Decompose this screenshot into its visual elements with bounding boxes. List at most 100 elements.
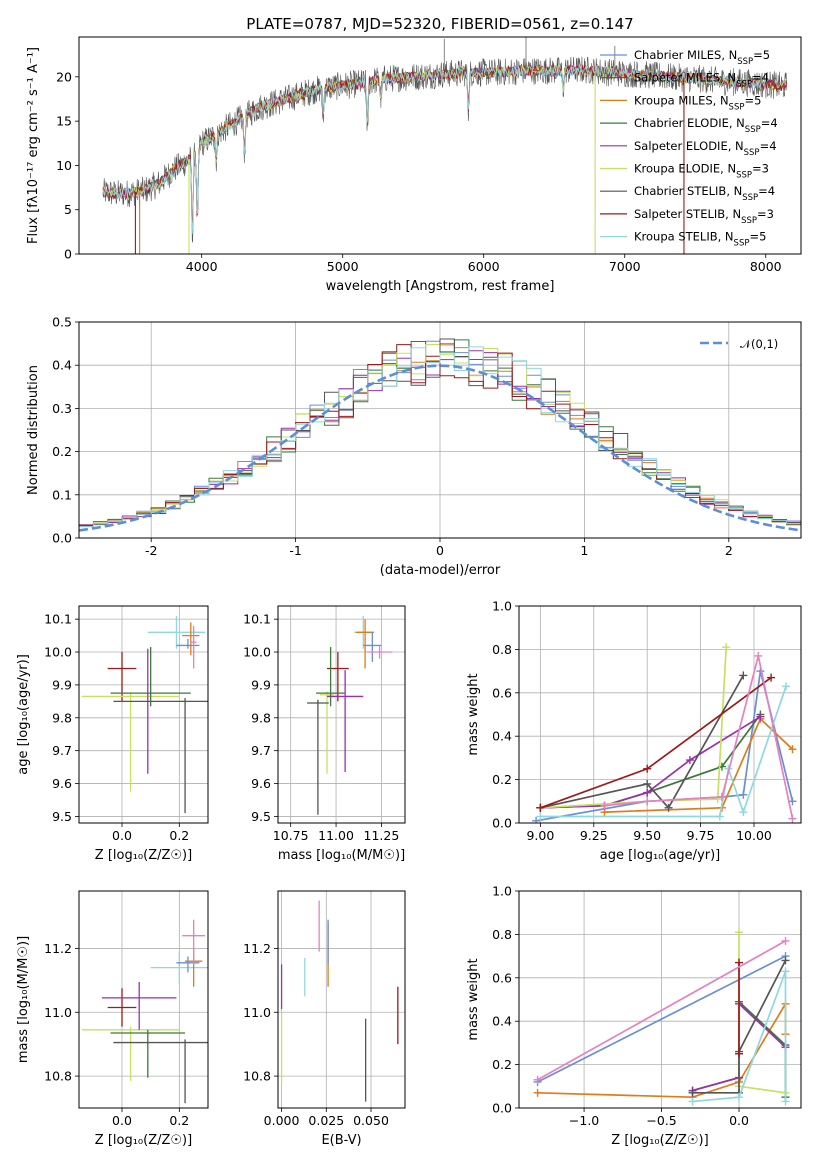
y-tick-label: 15 [56, 114, 72, 129]
x-tick-label: 0.0 [112, 1113, 132, 1128]
x-tick-label: 9.75 [687, 828, 715, 843]
weight-series [540, 647, 728, 809]
residuals-panel: -2 -1 0 1 2 0.0 0.1 0.2 0.3 0.4 0.5 (data-model)/er… [26, 315, 802, 578]
x-tick-label: 0.2 [169, 828, 189, 843]
y-tick-label: 0 [64, 247, 72, 262]
y-tick-label: 10.1 [44, 612, 72, 627]
x-tick-label: −1.0 [569, 1113, 599, 1128]
weight-lines [532, 643, 797, 823]
histogram-series [79, 346, 801, 528]
y-tick-label: 0.4 [492, 1014, 512, 1029]
x-tick-label: -1 [289, 543, 301, 558]
y-axis-label: mass [log₁₀(M/M☉)] [16, 936, 31, 1063]
x-axis-label: Z [log₁₀(Z/Z☉)] [95, 848, 192, 863]
y-tick-label: 10.1 [243, 612, 271, 627]
y-axis-label: age [log₁₀(age/yr)] [16, 654, 31, 775]
legend-label: Kroupa STELIB, NSSP=5 [634, 230, 766, 249]
x-axis-label: Z [log₁₀(Z/Z☉)] [95, 1133, 192, 1148]
axes-frame [78, 605, 209, 824]
y-tick-label: 0.0 [492, 816, 512, 831]
y-axis-label: Normed distribution [26, 365, 41, 495]
weight-lines [533, 928, 790, 1106]
y-tick-label: 9.9 [52, 677, 72, 692]
x-axis-label: mass [log₁₀(M/M☉)] [278, 848, 405, 863]
x-tick-label: 5000 [327, 259, 359, 274]
x-axis-label: E(B-V) [321, 1133, 361, 1148]
x-tick-label: 10.00 [736, 828, 772, 843]
x-tick-label: 9.25 [580, 828, 608, 843]
histograms [79, 338, 801, 532]
legend-label: Salpeter STELIB, NSSP=3 [634, 207, 774, 226]
legend-label: Kroupa ELODIE, NSSP=3 [634, 162, 769, 181]
y-tick-label: 11.0 [243, 1005, 271, 1020]
error-bars [307, 615, 393, 815]
y-tick-label: 9.5 [251, 809, 271, 824]
figure-title: PLATE=0787, MJD=52320, FIBERID=0561, z=0… [246, 15, 633, 33]
x-tick-label: 0 [436, 543, 444, 558]
y-tick-label: 10.8 [243, 1069, 271, 1084]
error-bars [81, 615, 208, 814]
y-axis-label: Flux [fλ10⁻¹⁷ erg cm⁻² s⁻¹ A⁻¹] [26, 47, 41, 244]
y-tick-label: 0.1 [52, 487, 72, 502]
weight-series [537, 955, 786, 1083]
x-axis-label: age [log₁₀(age/yr)] [600, 848, 721, 863]
y-tick-label: 11.2 [44, 941, 72, 956]
x-tick-label: 10.75 [273, 828, 309, 843]
mass-vs-z-panel: 0.0 0.2 10.8 11.0 11.2 Z [log₁₀(Z/Z☉)] mass [l… [16, 890, 209, 1148]
x-axis-label: wavelength [Angstrom, rest frame] [326, 279, 555, 294]
y-tick-label: 20 [56, 69, 72, 84]
y-tick-label: 11.0 [44, 1005, 72, 1020]
weight-series [540, 674, 745, 810]
weight-series [692, 971, 787, 1103]
y-tick-label: 0.4 [52, 358, 72, 373]
y-tick-label: 1.0 [492, 884, 512, 899]
y-tick-label: 0.8 [492, 642, 512, 657]
y-tick-label: 10.0 [44, 645, 72, 660]
y-tick-label: 0.2 [492, 1057, 512, 1072]
y-tick-label: 5 [64, 202, 72, 217]
y-tick-label: 9.7 [52, 743, 72, 758]
y-tick-label: 0.0 [492, 1101, 512, 1116]
normal-pdf-curve [79, 364, 801, 532]
y-tick-label: 0.5 [52, 315, 72, 330]
y-tick-label: 9.6 [52, 776, 72, 791]
x-tick-label: 11.25 [364, 828, 400, 843]
spectrum-lines [102, 37, 787, 254]
y-tick-label: 0.6 [492, 685, 512, 700]
y-tick-label: 0.0 [52, 531, 72, 546]
x-tick-label: 8000 [750, 259, 782, 274]
x-tick-label: 7000 [609, 259, 641, 274]
mass-weight-vs-age-panel: 9.00 9.25 9.50 9.75 10.00 0.0 0.2 0.4 0.6 0.8 1.0 a… [466, 599, 802, 863]
x-tick-label: 0.050 [353, 1113, 389, 1128]
y-tick-label: 0.2 [492, 772, 512, 787]
y-tick-label: 11.2 [243, 941, 271, 956]
y-tick-label: 0.2 [52, 444, 72, 459]
y-tick-label: 0.6 [492, 970, 512, 985]
y-tick-label: 9.9 [251, 677, 271, 692]
y-tick-label: 10 [56, 158, 72, 173]
weight-series [537, 940, 786, 1081]
y-tick-label: 10.8 [44, 1069, 72, 1084]
x-tick-label: 0.025 [308, 1113, 344, 1128]
x-tick-label: 0.0 [112, 828, 132, 843]
x-tick-label: -2 [145, 543, 157, 558]
mass-weight-vs-z-panel: −1.0 −0.5 0.0 0.0 0.2 0.4 0.6 0.8 1.0 Z [log₁₀(Z/… [466, 884, 802, 1148]
x-tick-label: 6000 [468, 259, 500, 274]
legend-label: Chabrier ELODIE, NSSP=4 [634, 116, 778, 135]
x-tick-label: 1 [580, 543, 588, 558]
x-tick-label: 11.00 [318, 828, 354, 843]
x-tick-label: 0.0 [729, 1113, 749, 1128]
axes-frame [277, 890, 406, 1109]
axes-frame [78, 321, 802, 539]
mass-vs-ebv-panel: 0.000 0.025 0.050 10.8 11.0 11.2 E(B-V) [243, 890, 406, 1148]
y-tick-label: 0.8 [492, 927, 512, 942]
weight-series [692, 960, 787, 1094]
legend-label: Chabrier STELIB, NSSP=4 [634, 184, 775, 203]
y-tick-label: 9.8 [52, 710, 72, 725]
x-tick-label: 4000 [186, 259, 218, 274]
axes-frame [78, 36, 802, 255]
x-tick-label: 9.50 [633, 828, 661, 843]
legend-label: 𝒩(0,1) [740, 337, 778, 351]
x-tick-label: 0.2 [169, 1113, 189, 1128]
